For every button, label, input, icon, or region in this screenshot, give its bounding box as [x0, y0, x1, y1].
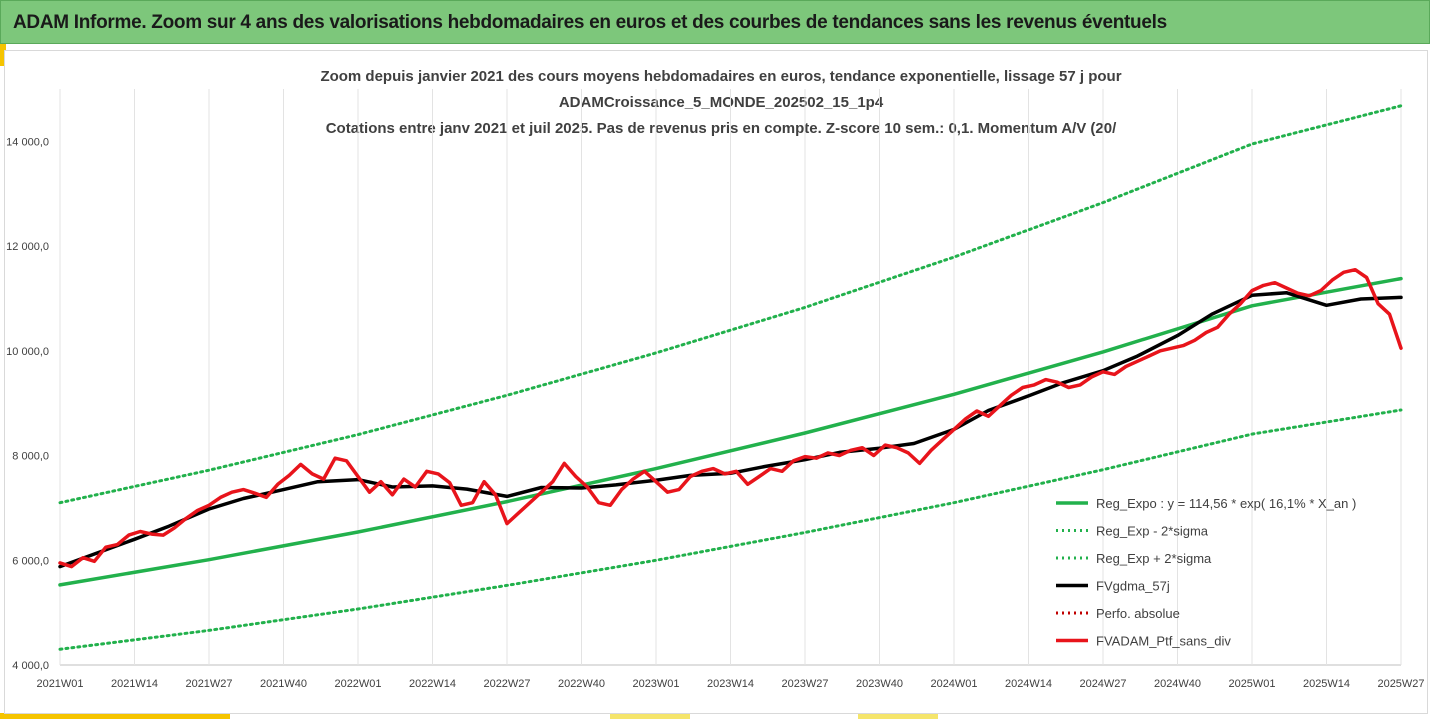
y-tick-label: 14 000,0: [6, 136, 49, 148]
chart-subtitle-line-1: Zoom depuis janvier 2021 des cours moyen…: [320, 68, 1121, 85]
vertical-gridlines: [59, 89, 1402, 666]
accent-bar-bottom-2: [610, 714, 690, 719]
series-line-5: [58, 267, 1403, 569]
x-tick-label: 2024W01: [930, 678, 977, 690]
series-line-1: [58, 408, 1403, 651]
chart-subtitle-line-3: Cotations entre janv 2021 et juil 2025. …: [326, 120, 1117, 137]
line-chart: Zoom depuis janvier 2021 des cours moyen…: [6, 68, 1424, 690]
legend-label: Reg_Expo : y = 114,56 * exp( 16,1% * X_a…: [1096, 496, 1356, 511]
y-tick-label: 6 000,0: [12, 555, 49, 567]
x-tick-label: 2023W01: [632, 678, 679, 690]
series-lines: [58, 104, 1403, 651]
legend-label: Reg_Exp - 2*sigma: [1096, 524, 1209, 539]
x-tick-label: 2025W27: [1377, 678, 1424, 690]
series-line-0: [58, 276, 1403, 587]
legend-label: FVADAM_Ptf_sans_div: [1096, 634, 1231, 649]
x-tick-label: 2023W27: [781, 678, 828, 690]
x-tick-label: 2021W01: [36, 678, 83, 690]
x-tick-label: 2025W14: [1303, 678, 1350, 690]
title-banner: ADAM Informe. Zoom sur 4 ans des valoris…: [0, 0, 1430, 44]
x-axis-ticks: 2021W01 2021W14 2021W27 2021W40 2022W01 2022W…: [36, 678, 1424, 690]
accent-bar-left: [0, 44, 6, 66]
legend: Reg_Expo : y = 114,56 * exp( 16,1% * X_a…: [1056, 496, 1356, 649]
series-line-2: [58, 104, 1403, 505]
y-tick-label: 12 000,0: [6, 241, 49, 253]
x-tick-label: 2023W14: [707, 678, 754, 690]
chart-area: Zoom depuis janvier 2021 des cours moyen…: [4, 50, 1428, 714]
x-tick-label: 2022W40: [558, 678, 605, 690]
legend-label: FVgdma_57j: [1096, 579, 1170, 594]
x-tick-label: 2024W14: [1005, 678, 1052, 690]
x-tick-label: 2024W40: [1154, 678, 1201, 690]
x-tick-label: 2022W27: [483, 678, 530, 690]
x-tick-label: 2024W27: [1079, 678, 1126, 690]
x-tick-label: 2023W40: [856, 678, 903, 690]
x-tick-label: 2021W40: [260, 678, 307, 690]
accent-bar-bottom-3: [858, 714, 938, 719]
legend-label: Reg_Exp + 2*sigma: [1096, 551, 1212, 566]
legend-label: Perfo. absolue: [1096, 606, 1180, 621]
x-tick-label: 2021W14: [111, 678, 158, 690]
y-tick-label: 10 000,0: [6, 346, 49, 358]
x-tick-label: 2022W01: [334, 678, 381, 690]
banner-title: ADAM Informe. Zoom sur 4 ans des valoris…: [13, 12, 1167, 33]
y-tick-label: 8 000,0: [12, 451, 49, 463]
accent-bar-bottom: [0, 713, 230, 719]
y-axis-ticks: 4 000,0 6 000,0 8 000,0 10 000,0 12 000,0 14 …: [6, 136, 49, 672]
x-tick-label: 2021W27: [185, 678, 232, 690]
x-tick-label: 2025W01: [1228, 678, 1275, 690]
y-tick-label: 4 000,0: [12, 660, 49, 672]
x-tick-label: 2022W14: [409, 678, 456, 690]
chart-subtitle-line-2: ADAMCroissance_5_MONDE_202502_15_1p4: [559, 94, 884, 111]
